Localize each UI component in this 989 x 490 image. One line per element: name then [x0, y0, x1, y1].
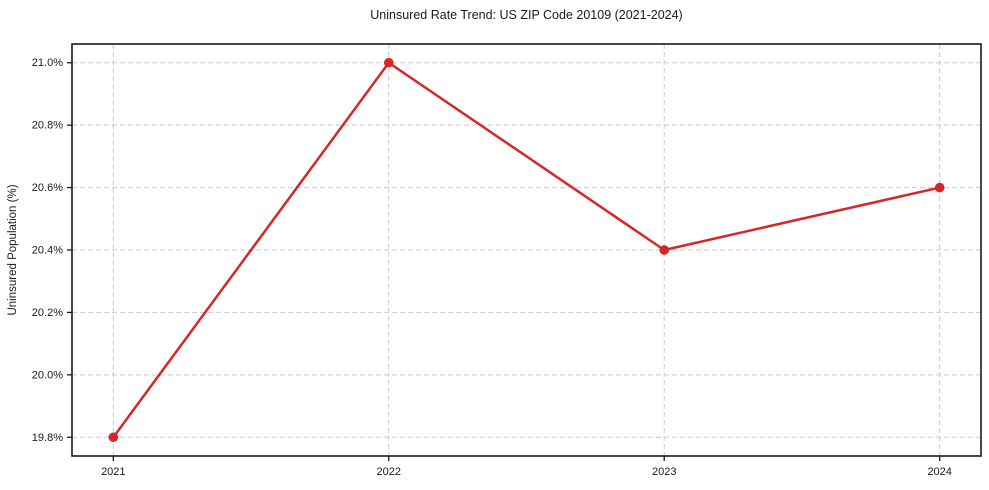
data-point-marker [934, 182, 945, 193]
data-point-marker [659, 245, 670, 255]
data-point-marker [383, 57, 394, 68]
y-tick-label: 19.8% [32, 432, 63, 444]
x-tick-label: 2024 [927, 466, 951, 478]
data-point-marker [108, 432, 119, 443]
series-line [112, 61, 941, 439]
chart-title: Uninsured Rate Trend: US ZIP Code 20109 … [370, 8, 683, 22]
y-tick-label: 20.0% [32, 369, 63, 381]
x-tick-label: 2022 [377, 466, 401, 478]
x-tick-label: 2023 [652, 466, 676, 478]
y-tick-label: 20.6% [32, 182, 63, 194]
x-tick-label: 2021 [101, 466, 125, 478]
y-tick-label: 20.2% [32, 307, 63, 319]
y-tick-label: 20.8% [32, 120, 63, 132]
y-tick-label: 20.4% [32, 245, 63, 257]
y-tick-label: 21.0% [32, 57, 63, 69]
